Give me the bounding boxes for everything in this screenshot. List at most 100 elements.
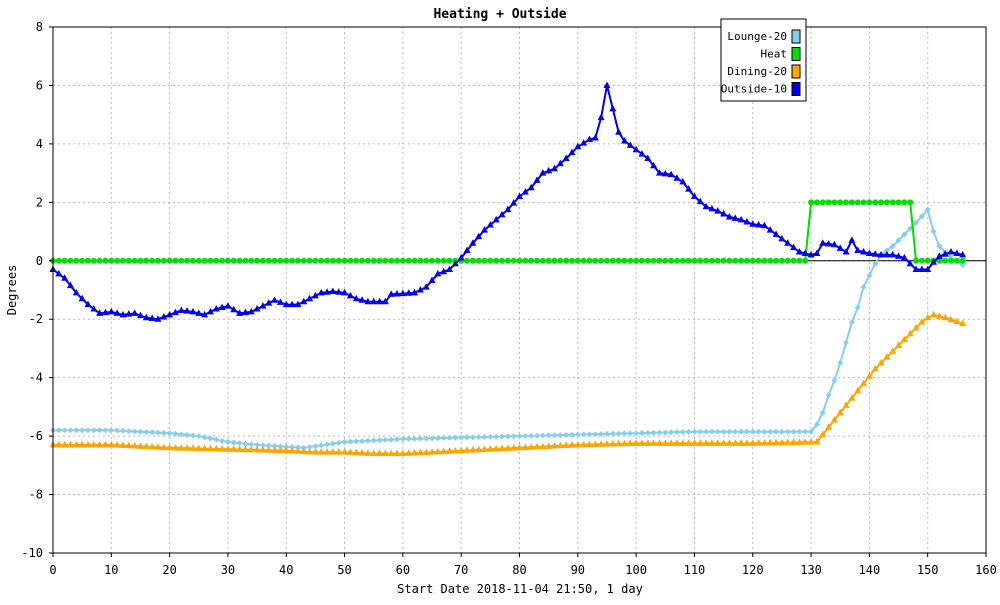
data-point [854, 246, 862, 254]
data-point [690, 439, 698, 446]
data-point [324, 441, 331, 448]
data-point [423, 257, 430, 264]
data-point [737, 439, 745, 446]
data-point [317, 288, 325, 296]
data-point [66, 281, 74, 289]
data-point [388, 436, 395, 443]
data-point [358, 449, 366, 456]
data-point [843, 199, 850, 206]
data-point [592, 257, 599, 264]
data-point [767, 428, 774, 435]
data-point [638, 257, 645, 264]
data-point [749, 428, 756, 435]
data-point [358, 296, 366, 303]
data-point [492, 215, 500, 223]
data-point [78, 294, 86, 302]
data-point [913, 257, 920, 264]
data-point [755, 220, 763, 228]
data-point [533, 432, 540, 439]
data-point [429, 257, 436, 264]
data-point [819, 409, 826, 416]
axes: 0 10 20 30 40 50 60 70 80 90 100 110 120 130 140 150 160… [21, 20, 997, 577]
data-point [67, 427, 74, 434]
data-point [883, 250, 891, 258]
data-point [230, 305, 238, 313]
data-point [568, 431, 575, 438]
data-point [166, 430, 173, 437]
data-point [213, 436, 220, 443]
data-point [394, 436, 401, 443]
data-point [113, 309, 121, 316]
legend-swatch [791, 82, 801, 96]
data-point [947, 315, 955, 323]
data-point [504, 444, 512, 451]
data-point [376, 257, 383, 264]
data-point [749, 257, 756, 264]
data-point [726, 257, 733, 264]
data-point [306, 443, 313, 450]
data-point [440, 435, 447, 442]
data-point [457, 446, 465, 454]
x-tick-label: 10 [104, 563, 118, 577]
x-tick-label: 130 [800, 563, 822, 577]
data-point [901, 231, 908, 238]
data-point [288, 300, 296, 308]
data-point [376, 297, 384, 305]
data-point [341, 448, 349, 455]
data-point [586, 431, 593, 438]
data-point [912, 265, 920, 273]
x-tick-label: 30 [221, 563, 235, 577]
data-point [318, 257, 325, 264]
data-point [662, 257, 669, 264]
data-point [195, 444, 203, 452]
data-point [224, 438, 231, 445]
data-point [171, 443, 179, 451]
data-point [732, 428, 739, 435]
data-point [609, 430, 616, 437]
data-point [271, 296, 279, 303]
data-point [906, 329, 914, 337]
data-point [236, 445, 244, 453]
data-point [119, 257, 126, 264]
data-point [918, 213, 925, 220]
data-point [230, 257, 237, 264]
data-point [679, 177, 687, 185]
data-point [55, 427, 62, 434]
data-point [556, 159, 564, 167]
data-point [591, 440, 599, 447]
data-point [889, 243, 896, 250]
data-point [685, 257, 692, 264]
data-point [277, 443, 284, 450]
data-point [533, 257, 540, 264]
data-point [685, 428, 692, 435]
data-point [323, 448, 331, 455]
y-tick-label: 0 [36, 254, 43, 268]
data-point [416, 286, 424, 293]
data-point [265, 299, 273, 306]
data-point [924, 206, 931, 213]
y-tick-label: 2 [36, 195, 43, 209]
data-point [621, 257, 628, 264]
data-point [201, 434, 208, 441]
data-point [206, 444, 214, 452]
data-point [481, 257, 488, 264]
data-point [335, 288, 343, 295]
data-point [487, 433, 494, 440]
data-point [207, 435, 214, 442]
data-point [463, 446, 471, 453]
legend-label: Dining-20 [727, 65, 787, 78]
data-point [743, 439, 751, 446]
data-point [551, 257, 558, 264]
data-point [854, 304, 861, 311]
data-point [446, 434, 453, 441]
data-point [359, 438, 366, 445]
data-point [778, 257, 785, 264]
data-point [84, 257, 91, 264]
data-point [335, 448, 343, 455]
data-point [119, 310, 127, 318]
data-point [877, 250, 885, 258]
data-point [883, 247, 890, 254]
data-point [183, 444, 191, 451]
data-point [131, 309, 139, 316]
data-point [464, 257, 471, 264]
